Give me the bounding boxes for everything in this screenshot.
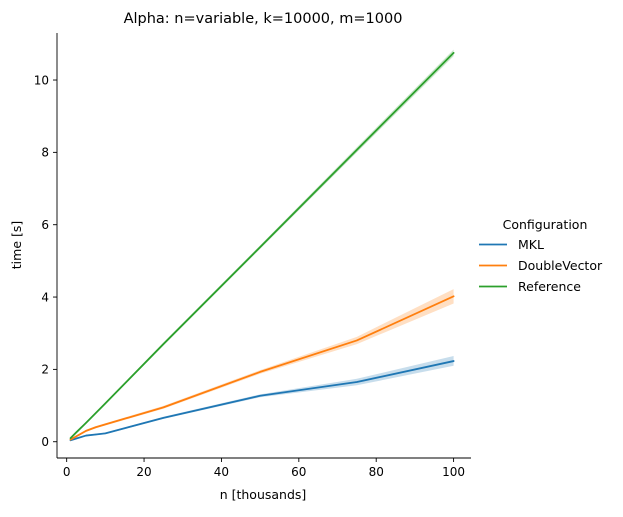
chart-title: Alpha: n=variable, k=10000, m=1000 <box>124 11 403 27</box>
data-point-doublevector <box>356 339 358 342</box>
x-tick-label: 0 <box>63 465 71 479</box>
data-point-reference <box>104 402 106 404</box>
y-axis-label: time [s] <box>9 221 24 269</box>
data-point-doublevector <box>95 426 97 428</box>
legend-label-mkl: MKL <box>518 237 544 252</box>
data-point-reference <box>69 437 72 439</box>
data-point-mkl <box>95 433 97 436</box>
series-line-reference <box>69 51 455 440</box>
data-point-reference <box>95 412 97 414</box>
data-point-doublevector <box>104 423 106 425</box>
data-point-doublevector <box>452 295 455 297</box>
x-tick-label: 20 <box>136 465 151 479</box>
x-axis-label: n [thousands] <box>220 487 307 502</box>
y-ticks: 0 2 4 6 8 10 <box>34 73 57 449</box>
x-tick-label: 100 <box>442 465 465 479</box>
x-tick-label: 80 <box>369 465 384 479</box>
data-point-mkl <box>452 360 455 362</box>
data-point-mkl <box>85 434 87 437</box>
y-tick-label: 6 <box>41 218 49 232</box>
y-tick-label: 10 <box>34 73 49 87</box>
y-tick-label: 8 <box>41 146 49 160</box>
legend-label-reference: Reference <box>518 279 581 294</box>
legend-title: Configuration <box>503 217 588 232</box>
data-point-reference <box>452 52 455 54</box>
data-point-mkl <box>259 395 261 397</box>
data-point-reference <box>356 149 358 151</box>
data-point-doublevector <box>85 430 87 432</box>
data-point-mkl <box>75 437 77 440</box>
y-tick-label: 0 <box>41 435 49 449</box>
data-point-doublevector <box>75 435 77 437</box>
legend: Configuration MKL DoubleVector Reference <box>479 217 603 294</box>
x-tick-label: 60 <box>291 465 306 479</box>
data-point-reference <box>259 246 261 248</box>
data-point-reference <box>162 343 165 345</box>
legend-label-doublevector: DoubleVector <box>518 258 603 273</box>
data-point-doublevector <box>259 371 261 373</box>
y-tick-label: 2 <box>41 363 49 377</box>
data-point-doublevector <box>69 438 72 441</box>
x-tick-label: 40 <box>214 465 229 479</box>
data-point-mkl <box>162 417 165 419</box>
x-ticks: 0 20 40 60 80 100 <box>63 458 465 479</box>
series-lines <box>69 51 455 442</box>
data-point-reference <box>75 431 77 433</box>
data-point-doublevector <box>162 406 165 408</box>
y-tick-label: 4 <box>41 290 49 304</box>
data-point-mkl <box>356 381 358 383</box>
data-point-reference <box>85 422 87 424</box>
data-point-mkl <box>104 432 106 435</box>
legend-items: MKL DoubleVector Reference <box>479 237 603 294</box>
